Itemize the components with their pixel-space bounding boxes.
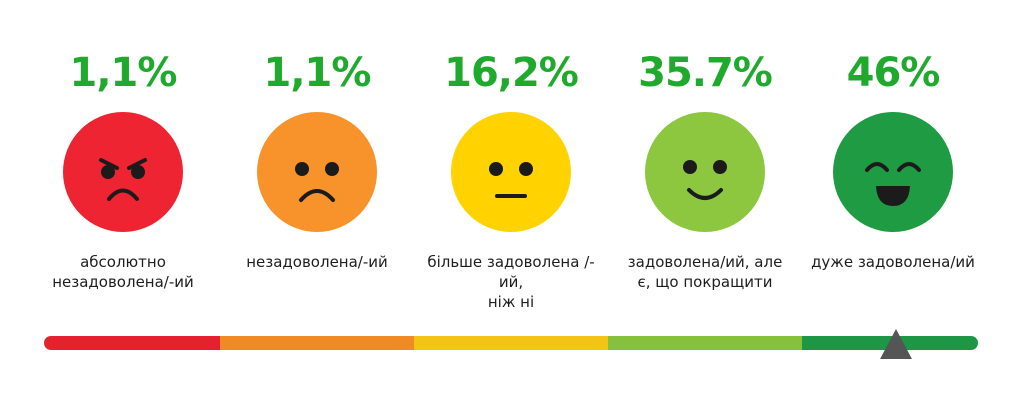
rating-label: задоволена/ий, але є, що покращити <box>610 252 800 292</box>
label-line-1: дуже задоволена/ий <box>811 253 975 271</box>
rating-column-absolutely-dissatisfied: 1,1% абсолютно незадоволена/-ий <box>28 0 218 320</box>
rating-label: дуже задоволена/ий <box>798 252 988 272</box>
label-line-1: незадоволена/-ий <box>246 253 388 271</box>
rating-column-very-satisfied: 46% дуже задоволена/ий <box>798 0 988 320</box>
percent-value: 1,1% <box>263 50 372 96</box>
label-line-1: задоволена/ий, але <box>627 253 783 271</box>
satisfaction-scale-bar <box>44 336 978 350</box>
percent-value: 46% <box>846 50 941 96</box>
scale-marker-triangle-icon <box>880 329 912 364</box>
rating-label: більше задоволена /-ий, ніж ні <box>416 252 606 312</box>
rating-label: незадоволена/-ий <box>222 252 412 272</box>
percent-value: 16,2% <box>444 50 579 96</box>
scale-segment-red <box>44 336 220 350</box>
percent-value: 35.7% <box>638 50 773 96</box>
rating-column-satisfied: 35.7% задоволена/ий, але є, що покращити <box>610 0 800 320</box>
label-line-2: є, що покращити <box>637 273 773 291</box>
laughing-face-icon <box>833 112 953 232</box>
percent-value: 1,1% <box>69 50 178 96</box>
smiling-face-icon <box>645 112 765 232</box>
label-line-2: незадоволена/-ий <box>52 273 194 291</box>
scale-segment-orange <box>220 336 414 350</box>
label-line-2: ніж ні <box>487 293 535 311</box>
rating-column-rather-satisfied: 16,2% більше задоволена /-ий, ніж ні <box>416 0 606 320</box>
scale-segment-yellow <box>414 336 608 350</box>
angry-face-icon <box>63 112 183 232</box>
rating-label: абсолютно незадоволена/-ий <box>28 252 218 292</box>
neutral-face-icon <box>451 112 571 232</box>
sad-face-icon <box>257 112 377 232</box>
scale-segment-light-green <box>608 336 802 350</box>
label-line-1: абсолютно <box>80 253 166 271</box>
rating-column-dissatisfied: 1,1% незадоволена/-ий <box>222 0 412 320</box>
label-line-1: більше задоволена /-ий, <box>427 253 595 291</box>
